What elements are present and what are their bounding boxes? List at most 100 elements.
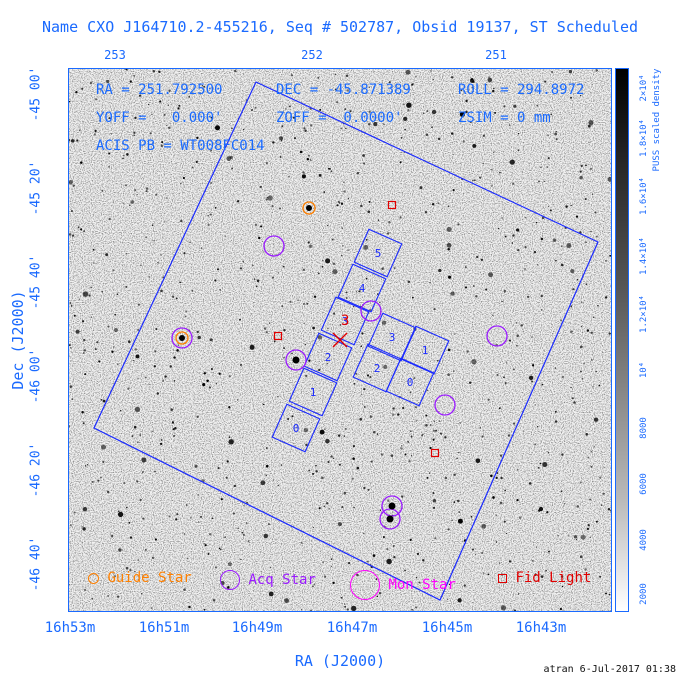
background-star [237, 399, 239, 401]
background-star [203, 608, 206, 611]
background-star [203, 372, 207, 375]
background-star [581, 86, 583, 89]
field-of-view-frame [93, 81, 599, 601]
background-star [576, 505, 580, 508]
background-star [343, 435, 346, 437]
background-star [78, 129, 81, 132]
background-star [271, 205, 274, 208]
background-star [548, 205, 550, 207]
background-star [352, 457, 355, 460]
background-star [194, 464, 198, 468]
background-star [571, 397, 574, 400]
background-star [340, 127, 343, 130]
background-star [83, 349, 87, 352]
background-star [204, 544, 207, 547]
ra-tick: 16h51m [138, 620, 190, 636]
background-star [381, 320, 387, 325]
background-star [332, 581, 335, 585]
background-star [70, 139, 75, 143]
ra-tick: 16h45m [421, 620, 473, 636]
background-star [344, 428, 347, 430]
background-star [301, 174, 306, 179]
background-star [361, 332, 364, 335]
background-star [232, 512, 236, 515]
background-star [242, 260, 244, 263]
background-star [430, 424, 432, 426]
background-star [383, 123, 385, 126]
background-star [355, 372, 358, 375]
background-star [209, 338, 213, 342]
target-marker-label: 3 [341, 313, 349, 329]
colorbar-tick: 1.6×10⁴ [639, 177, 649, 215]
background-star [210, 368, 213, 371]
background-star [360, 345, 362, 347]
background-star [262, 403, 265, 406]
background-star [101, 190, 103, 192]
background-star [282, 265, 285, 268]
chip-s0-outline [271, 403, 321, 453]
background-star [433, 308, 436, 311]
acq-star-icon [220, 570, 240, 590]
background-star [107, 325, 110, 328]
background-star [197, 335, 201, 340]
background-star [108, 152, 111, 155]
chip-s5-outline [353, 228, 403, 278]
background-star [481, 435, 484, 438]
background-star [304, 129, 307, 132]
background-star [426, 389, 429, 392]
background-star [265, 331, 268, 334]
background-star [82, 291, 89, 297]
background-star [580, 370, 582, 373]
background-star [507, 434, 511, 437]
background-star [368, 110, 371, 113]
background-star [227, 562, 232, 567]
background-star [153, 240, 155, 242]
background-star [216, 140, 218, 142]
background-star [598, 384, 601, 387]
background-star [137, 441, 139, 443]
background-star [471, 358, 477, 365]
background-star [355, 291, 358, 293]
background-star [308, 359, 311, 362]
background-star [214, 566, 218, 569]
background-star [336, 204, 339, 207]
background-star [71, 210, 73, 212]
background-star [265, 161, 269, 165]
background-star [588, 120, 594, 126]
background-star [410, 435, 413, 438]
legend-fid-light: Fid Light [498, 570, 591, 586]
background-star [535, 546, 538, 548]
background-star [593, 446, 595, 448]
background-star [579, 175, 583, 180]
background-star [154, 538, 158, 541]
background-star [479, 176, 482, 179]
background-star [267, 195, 273, 201]
background-star [203, 85, 206, 88]
background-star [297, 299, 299, 302]
background-star [590, 465, 593, 468]
background-star [278, 207, 282, 210]
background-star [363, 406, 366, 408]
info-roll: ROLL = 294.8972 [458, 82, 585, 98]
background-star [128, 340, 131, 344]
background-star [97, 479, 100, 482]
background-star [343, 190, 346, 193]
background-star [183, 533, 186, 535]
background-star [359, 417, 363, 421]
background-star [524, 216, 527, 219]
background-star [356, 466, 360, 470]
background-star [418, 581, 421, 584]
background-star [321, 259, 324, 262]
background-star [576, 278, 579, 281]
background-star [363, 486, 366, 490]
background-star [82, 527, 86, 531]
acq-star-marker [434, 394, 456, 416]
background-star [397, 413, 400, 416]
background-star [220, 498, 223, 501]
background-star [431, 109, 437, 115]
background-star [565, 205, 568, 208]
background-star [177, 107, 180, 110]
background-star [151, 224, 154, 226]
background-star [162, 276, 164, 279]
background-star [351, 477, 354, 480]
